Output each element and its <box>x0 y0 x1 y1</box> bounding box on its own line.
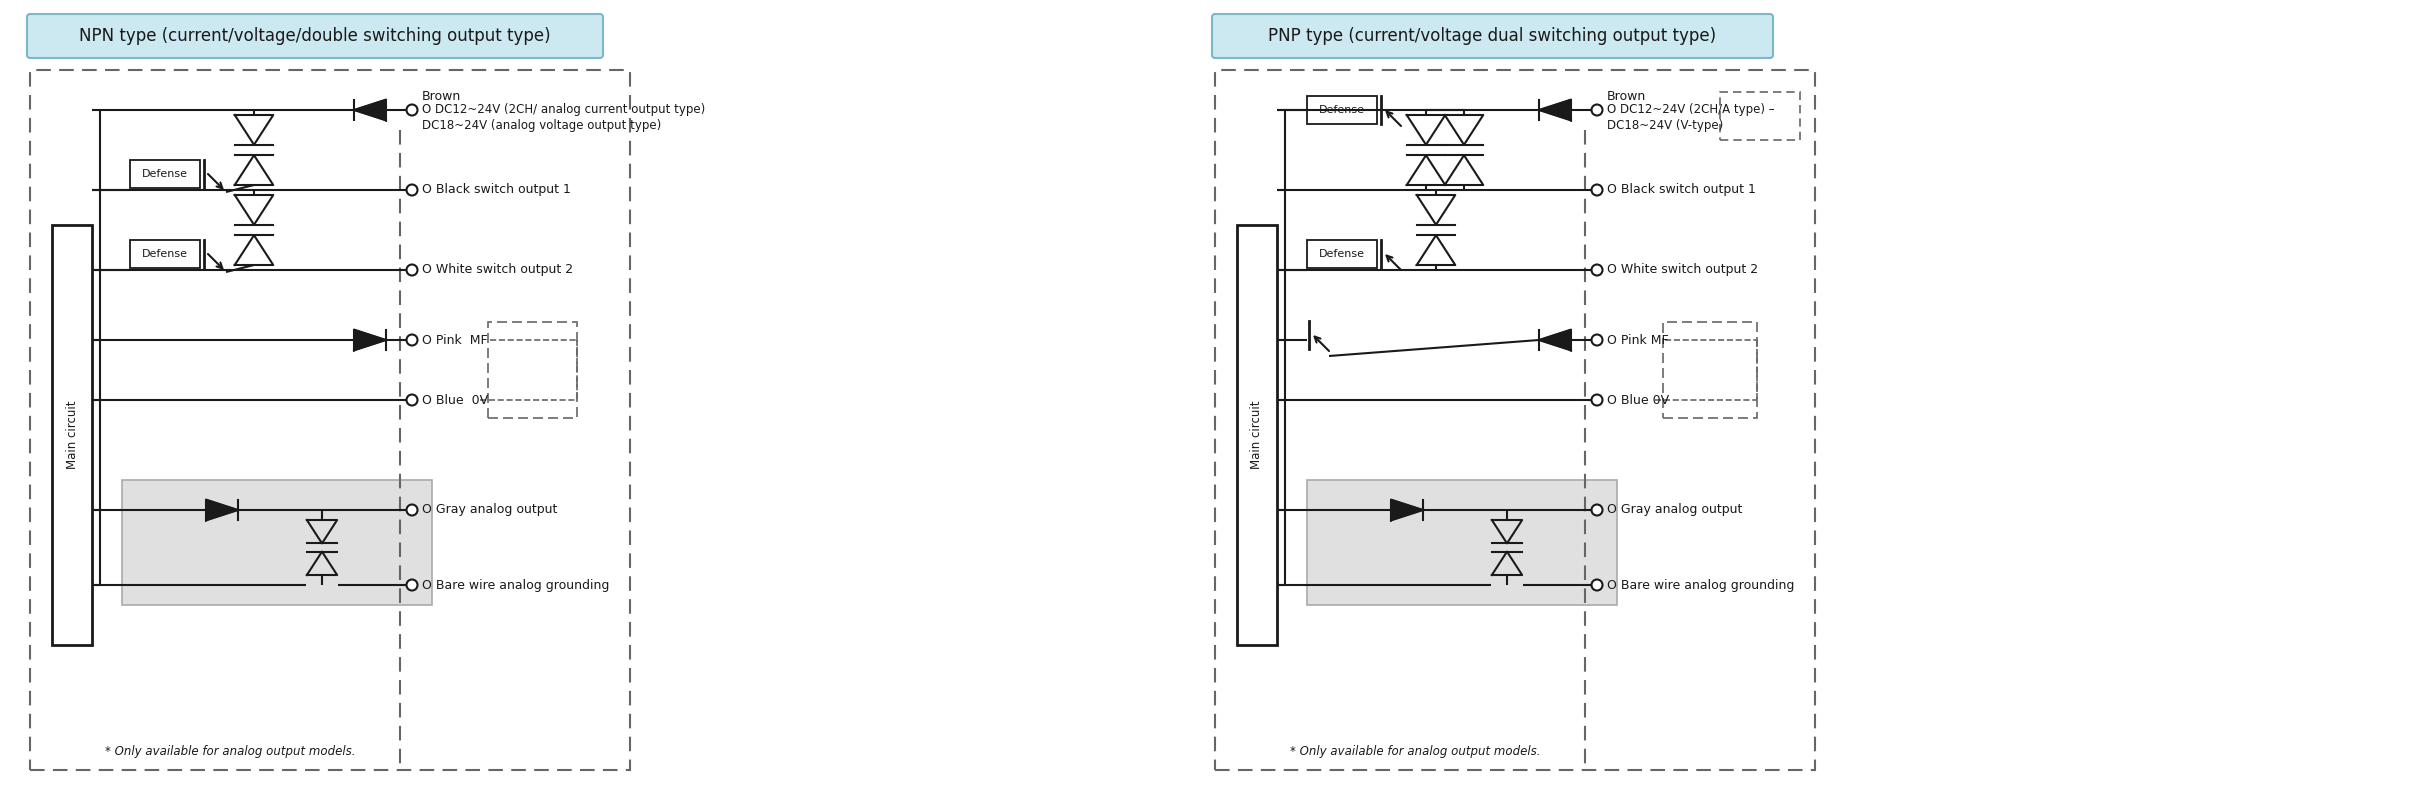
Polygon shape <box>355 330 386 350</box>
Text: PNP type (current/voltage dual switching output type): PNP type (current/voltage dual switching… <box>1268 27 1717 45</box>
Bar <box>130 160 200 188</box>
Text: Defense: Defense <box>1319 249 1364 259</box>
Circle shape <box>1591 185 1604 195</box>
Bar <box>53 225 92 645</box>
Bar <box>29 70 630 770</box>
Text: O DC12~24V (2CH/ analog current output type): O DC12~24V (2CH/ analog current output t… <box>423 102 705 115</box>
Circle shape <box>1591 105 1604 115</box>
Text: Main circuit: Main circuit <box>1251 401 1263 470</box>
Text: O Gray analog output: O Gray analog output <box>1606 503 1741 517</box>
Text: * Only available for analog output models.: * Only available for analog output model… <box>1290 746 1541 758</box>
Bar <box>1307 480 1618 605</box>
Text: O Black switch output 1: O Black switch output 1 <box>423 183 570 197</box>
FancyBboxPatch shape <box>1212 14 1773 58</box>
Bar <box>130 240 200 268</box>
Bar <box>488 322 577 418</box>
Text: Main circuit: Main circuit <box>65 401 80 470</box>
Text: Brown: Brown <box>423 90 461 102</box>
Text: O Blue 0V: O Blue 0V <box>1606 394 1669 406</box>
Polygon shape <box>1538 100 1572 120</box>
Circle shape <box>1591 579 1604 590</box>
Circle shape <box>406 185 418 195</box>
Text: Defense: Defense <box>1319 105 1364 115</box>
Circle shape <box>406 265 418 275</box>
Circle shape <box>406 334 418 346</box>
Text: O Bare wire analog grounding: O Bare wire analog grounding <box>423 578 609 591</box>
Text: O White switch output 2: O White switch output 2 <box>1606 263 1758 277</box>
Circle shape <box>1591 394 1604 406</box>
Bar <box>123 480 432 605</box>
Bar <box>1236 225 1278 645</box>
Text: * Only available for analog output models.: * Only available for analog output model… <box>104 746 355 758</box>
Text: Brown: Brown <box>1606 90 1647 102</box>
Text: O Bare wire analog grounding: O Bare wire analog grounding <box>1606 578 1794 591</box>
Text: O Black switch output 1: O Black switch output 1 <box>1606 183 1756 197</box>
Bar <box>1307 96 1377 124</box>
Polygon shape <box>1538 330 1572 350</box>
Text: O DC12~24V (2CH/A type) –: O DC12~24V (2CH/A type) – <box>1606 102 1775 115</box>
Text: DC18~24V (V-type): DC18~24V (V-type) <box>1606 118 1724 131</box>
Circle shape <box>406 394 418 406</box>
Polygon shape <box>355 100 386 120</box>
Polygon shape <box>1391 499 1422 520</box>
Bar <box>1307 240 1377 268</box>
Text: DC18~24V (analog voltage output type): DC18~24V (analog voltage output type) <box>423 118 662 131</box>
Text: O White switch output 2: O White switch output 2 <box>423 263 572 277</box>
Text: O Gray analog output: O Gray analog output <box>423 503 558 517</box>
Circle shape <box>1591 334 1604 346</box>
Bar <box>1664 322 1758 418</box>
Text: O Pink  MF: O Pink MF <box>423 334 488 346</box>
FancyBboxPatch shape <box>27 14 604 58</box>
Bar <box>1719 92 1799 140</box>
Circle shape <box>406 505 418 515</box>
Circle shape <box>406 105 418 115</box>
Circle shape <box>1591 265 1604 275</box>
Circle shape <box>406 579 418 590</box>
Text: Defense: Defense <box>142 169 188 179</box>
Circle shape <box>1591 505 1604 515</box>
Text: NPN type (current/voltage/double switching output type): NPN type (current/voltage/double switchi… <box>80 27 551 45</box>
Bar <box>1215 70 1816 770</box>
Text: Defense: Defense <box>142 249 188 259</box>
Text: O Pink MF: O Pink MF <box>1606 334 1669 346</box>
Polygon shape <box>205 499 239 520</box>
Text: O Blue  0V: O Blue 0V <box>423 394 488 406</box>
